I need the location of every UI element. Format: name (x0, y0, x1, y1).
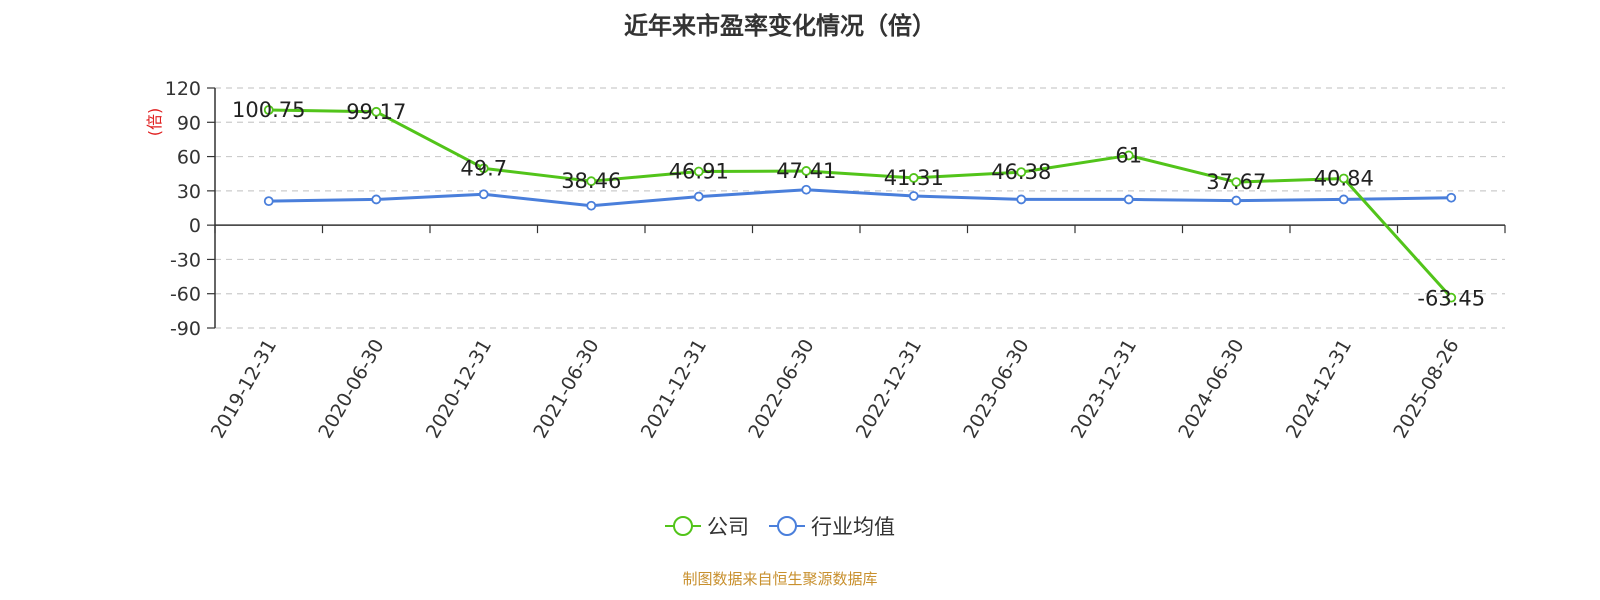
y-tick-label: 0 (189, 215, 201, 237)
data-source-note: 制图数据来自恒生聚源数据库 (682, 570, 878, 588)
data-point-industry-average (478, 189, 489, 200)
data-label-company: 38.46 (561, 169, 621, 193)
data-point-company (371, 106, 382, 117)
data-point-industry-average (1231, 195, 1242, 206)
data-label-company: 99.17 (346, 100, 406, 124)
x-tick-label: 2021-06-30 (529, 336, 603, 443)
legend-item-industry-average[interactable]: 行业均值 (769, 511, 895, 541)
legend: 公司 行业均值 (0, 511, 1560, 541)
x-tick-label: 2019-12-31 (207, 336, 281, 443)
x-tick-label: 2023-12-31 (1067, 336, 1141, 443)
data-point-company (801, 166, 812, 176)
data-point-company (908, 173, 919, 183)
data-point-company (586, 176, 597, 187)
data-point-industry-average (1338, 194, 1349, 205)
x-tick-label: 2024-12-31 (1282, 336, 1356, 443)
data-label-company: 37.67 (1206, 170, 1266, 194)
data-point-company (263, 105, 274, 115)
y-tick-label: 120 (165, 78, 201, 100)
data-point-company (1123, 150, 1134, 161)
legend-label-industry-average: 行业均值 (811, 515, 895, 539)
legend-label-company: 公司 (707, 515, 749, 539)
data-label-company: 46.91 (669, 160, 729, 184)
data-label-company: 61 (1115, 143, 1142, 167)
data-point-industry-average (1016, 194, 1027, 205)
legend-item-company[interactable]: 公司 (665, 511, 749, 541)
legend-marker-industry-average (769, 516, 805, 536)
y-tick-label: -30 (170, 249, 201, 271)
data-point-company (1016, 167, 1027, 178)
data-point-company (1231, 177, 1242, 187)
data-point-industry-average (1446, 192, 1457, 203)
data-point-company (478, 163, 489, 174)
data-point-company (1446, 292, 1457, 303)
data-point-industry-average (586, 200, 597, 211)
data-label-company: 40.84 (1314, 166, 1374, 190)
data-point-industry-average (908, 191, 919, 201)
x-tick-label: 2024-06-30 (1174, 336, 1248, 443)
x-tick-label: 2022-12-31 (852, 336, 926, 443)
data-label-company: 46.38 (991, 160, 1051, 184)
data-point-industry-average (1123, 194, 1134, 205)
y-tick-label: 90 (177, 112, 201, 134)
data-point-company (1338, 173, 1349, 184)
data-point-company (693, 166, 704, 177)
data-point-industry-average (801, 184, 812, 195)
data-label-company: 49.7 (460, 156, 507, 180)
x-tick-label: 2025-08-26 (1389, 336, 1463, 443)
x-tick-label: 2021-12-31 (637, 336, 711, 443)
y-axis-label: (倍) (145, 108, 164, 137)
y-tick-label: 30 (177, 181, 201, 203)
data-label-company: 47.41 (776, 159, 836, 183)
series-line-company (268, 108, 1453, 299)
data-point-industry-average (693, 191, 704, 202)
x-tick-label: 2020-12-31 (422, 336, 496, 443)
y-tick-label: -60 (170, 284, 201, 306)
legend-marker-company (665, 516, 701, 536)
data-point-industry-average (263, 196, 274, 207)
chart-title: 近年来市盈率变化情况（倍） (624, 12, 936, 40)
data-label-company: -63.45 (1417, 287, 1485, 311)
series-line-industry-average (268, 188, 1452, 208)
x-tick-label: 2023-06-30 (959, 336, 1033, 443)
y-tick-label: -90 (170, 318, 201, 340)
data-point-industry-average (371, 194, 382, 205)
data-label-company: 100.75 (232, 98, 305, 122)
data-label-company: 41.31 (884, 166, 944, 190)
x-tick-label: 2020-06-30 (314, 336, 388, 443)
y-tick-label: 60 (177, 147, 201, 169)
x-tick-label: 2022-06-30 (744, 336, 818, 443)
